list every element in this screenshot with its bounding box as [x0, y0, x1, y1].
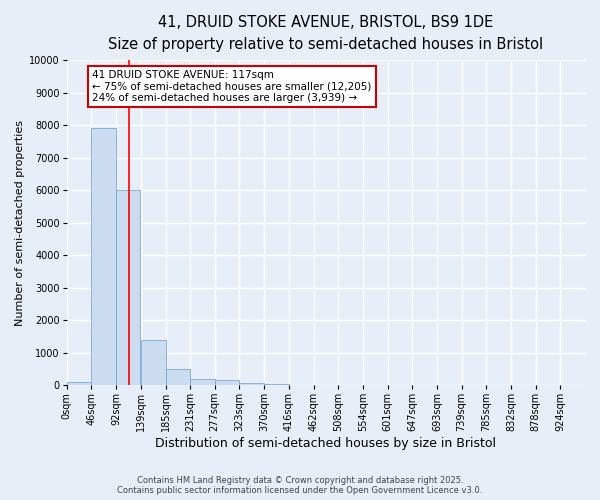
X-axis label: Distribution of semi-detached houses by size in Bristol: Distribution of semi-detached houses by … [155, 437, 496, 450]
Bar [239, 382, 264, 385]
Bar [141, 340, 166, 385]
Bar [190, 378, 215, 385]
Y-axis label: Number of semi-detached properties: Number of semi-detached properties [15, 120, 25, 326]
Bar [116, 190, 140, 385]
Text: Contains HM Land Registry data © Crown copyright and database right 2025.
Contai: Contains HM Land Registry data © Crown c… [118, 476, 482, 495]
Title: 41, DRUID STOKE AVENUE, BRISTOL, BS9 1DE
Size of property relative to semi-detac: 41, DRUID STOKE AVENUE, BRISTOL, BS9 1DE… [109, 15, 544, 52]
Bar [91, 128, 116, 385]
Text: 41 DRUID STOKE AVENUE: 117sqm
← 75% of semi-detached houses are smaller (12,205): 41 DRUID STOKE AVENUE: 117sqm ← 75% of s… [92, 70, 372, 103]
Bar [166, 369, 190, 385]
Bar [265, 384, 289, 385]
Bar [67, 382, 91, 385]
Bar [215, 380, 239, 385]
